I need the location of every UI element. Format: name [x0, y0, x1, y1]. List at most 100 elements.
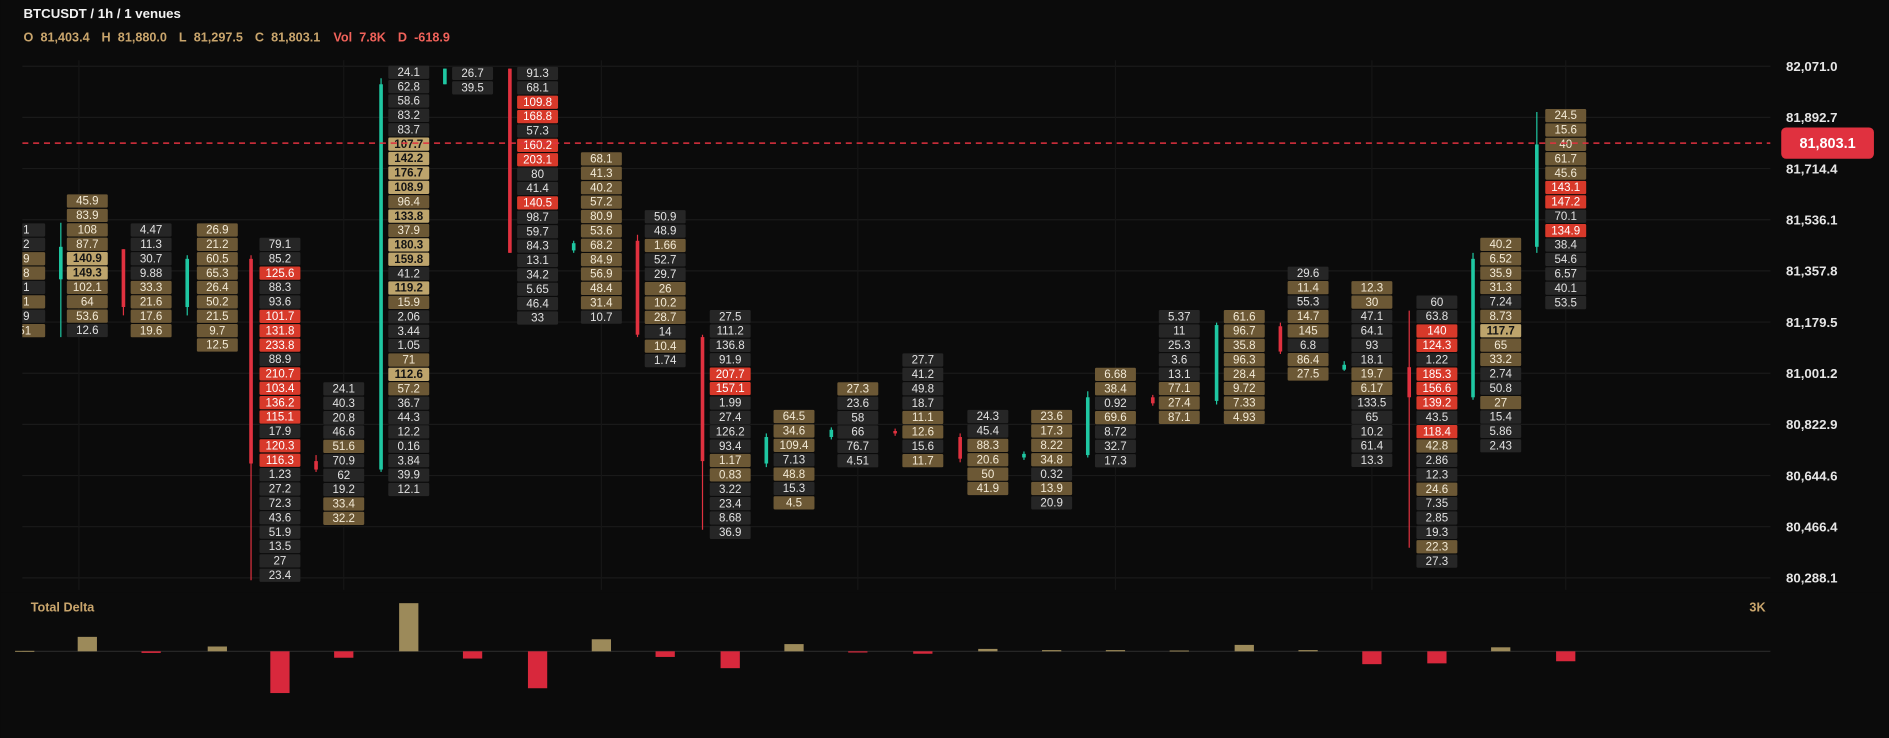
footprint-cell [709, 353, 751, 367]
footprint-cell [22, 324, 46, 338]
footprint-cell [22, 295, 46, 309]
footprint-cell [388, 295, 430, 310]
footprint-cell [388, 367, 430, 381]
footprint-value: 2.74 [1489, 369, 1512, 381]
footprint-value: 41.4 [526, 183, 549, 195]
footprint-value: 46.4 [526, 298, 549, 310]
footprint-value: 2.06 [398, 311, 420, 323]
footprint-value: 0.83 [719, 470, 741, 482]
footprint-value: 34.2 [526, 270, 548, 282]
footprint-cell [1287, 281, 1329, 295]
footprint-value: 41.3 [590, 168, 612, 180]
footprint-value: 69.6 [1104, 412, 1126, 424]
footprint-cell [1351, 424, 1393, 439]
footprint-cell [580, 296, 622, 310]
footprint-cell [196, 324, 238, 338]
y-tick-label: 80,288.1 [1786, 571, 1838, 586]
footprint-cell [66, 280, 108, 294]
footprint-cell [1223, 396, 1265, 410]
footprint-value: 13.3 [1361, 455, 1383, 467]
footprint-cell [1416, 496, 1458, 511]
footprint-value: 12.1 [398, 484, 420, 496]
footprint-cell [644, 253, 686, 267]
footprint-cell [196, 338, 238, 352]
footprint-cell [196, 309, 238, 323]
footprint-value: 12.5 [206, 340, 228, 352]
footprint-cell [196, 295, 238, 309]
footprint-cell [259, 554, 301, 568]
footprint-value: 3.22 [719, 484, 741, 496]
footprint-cell [709, 338, 751, 353]
footprint-value: 1.17 [719, 455, 741, 467]
footprint-cell [773, 424, 815, 438]
footprint-cell [259, 439, 301, 453]
footprint-cell [1223, 367, 1265, 381]
footprint-value: 26 [659, 283, 672, 295]
footprint-value: 4.5 [786, 498, 802, 510]
footprint-cell [709, 324, 751, 338]
footprint-value: 85.2 [269, 253, 291, 265]
footprint-value: 36.9 [719, 527, 741, 539]
footprint-cell [1480, 237, 1522, 252]
footprint-value: 54.6 [1554, 254, 1576, 266]
footprint-value: 80.9 [590, 211, 612, 223]
footprint-value: 62 [337, 470, 350, 482]
footprint-cell [1480, 280, 1522, 295]
footprint-value: 0.16 [398, 441, 420, 453]
footprint-cell [388, 410, 430, 425]
footprint-value: 3.6 [1171, 354, 1187, 366]
footprint-value: 83.2 [398, 110, 420, 122]
footprint-cell [902, 353, 944, 367]
footprint-cell [388, 195, 430, 209]
footprint-cell [66, 208, 108, 223]
footprint-value: 20.9 [1040, 498, 1062, 510]
footprint-value: 93 [1365, 340, 1378, 352]
footprint-value: 27.7 [912, 355, 934, 367]
footprint-value: 11.3 [140, 239, 162, 251]
footprint-cell [22, 252, 46, 266]
footprint-value: 7.13 [783, 454, 805, 466]
footprint-cell [517, 210, 559, 224]
footprint-value: 159.8 [394, 254, 423, 266]
ohlc-label: H [102, 31, 111, 45]
footprint-cell [773, 496, 815, 510]
footprint-value: .9 [20, 253, 30, 265]
footprint-value: 115.1 [266, 412, 294, 424]
footprint-value: 50.8 [1489, 383, 1511, 395]
footprint-value: 45.4 [977, 426, 1000, 438]
footprint-cell [517, 282, 559, 296]
footprint-value: 117.7 [1487, 325, 1515, 337]
footprint-cell [388, 252, 430, 266]
delta-bar [334, 651, 354, 658]
footprint-cell [1094, 396, 1136, 410]
footprint-cell [517, 311, 559, 325]
footprint-value: 98.7 [526, 212, 548, 224]
footprint-cell [1223, 310, 1265, 324]
footprint-value: 88.3 [977, 440, 999, 452]
footprint-value: 47.1 [1361, 311, 1383, 323]
footprint-cell [1158, 324, 1200, 338]
footprint-cell [259, 309, 301, 323]
footprint-value: 44.3 [398, 412, 420, 424]
footprint-cell [1545, 281, 1587, 295]
footprint-value: .9 [20, 311, 30, 323]
footprint-cell [1287, 295, 1329, 309]
y-tick-label: 81,892.7 [1786, 110, 1838, 125]
footprint-value: 45.9 [76, 196, 98, 208]
footprint-cell [1351, 324, 1393, 338]
footprint-value: 24.1 [398, 67, 420, 79]
candle-body [571, 243, 576, 251]
footprint-value: 103.4 [265, 383, 294, 395]
footprint-cell [388, 123, 430, 137]
footprint-value: 51.9 [269, 527, 291, 539]
footprint-value: 65 [1365, 412, 1378, 424]
footprint-value: 27 [274, 556, 287, 568]
footprint-cell [323, 454, 365, 468]
footprint-cell [130, 295, 172, 309]
footprint-value: 7.35 [1426, 498, 1448, 510]
footprint-value: 42.8 [1426, 441, 1448, 453]
footprint-cell [196, 237, 238, 251]
footprint-cell [517, 181, 559, 196]
footprint-cell [1416, 525, 1458, 539]
footprint-cell [967, 467, 1009, 481]
